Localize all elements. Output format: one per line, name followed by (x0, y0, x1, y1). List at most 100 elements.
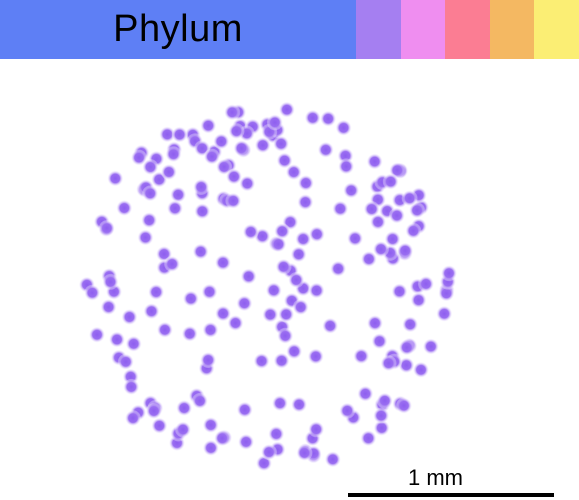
specimen-cell (296, 444, 313, 461)
specimen-cell (102, 273, 119, 290)
specimen-cell (175, 421, 191, 438)
swatch-yellow (534, 0, 579, 59)
specimen-cell (382, 173, 399, 190)
specimen-cell (308, 226, 325, 243)
specimen-cell (89, 326, 105, 343)
specimen-cell (297, 175, 314, 191)
specimen-cell (224, 104, 241, 121)
specimen-cell (194, 203, 211, 220)
specimen-cell (109, 331, 125, 348)
swatch-purple (356, 0, 401, 59)
specimen-cell (233, 140, 250, 157)
specimen-cell (202, 417, 219, 433)
specimen-cell (335, 119, 352, 136)
specimen-cell (338, 158, 355, 175)
specimen-cell (98, 220, 115, 237)
specimen-cell (308, 282, 325, 299)
specimen-cell (116, 200, 133, 216)
specimen-cell (373, 419, 390, 436)
specimen-cell (398, 339, 415, 356)
specimen-cell (200, 352, 217, 368)
specimen-cell (193, 179, 210, 195)
swatch-orange (489, 0, 535, 59)
specimen-cell (227, 315, 244, 331)
specimen-cell (117, 353, 134, 370)
specimen-cell (165, 146, 182, 163)
specimen-cell (330, 260, 347, 277)
specimen-cell (307, 348, 324, 365)
specimen-cell (391, 283, 408, 300)
specimen-cell (367, 315, 383, 332)
specimen-cell (438, 285, 455, 302)
specimen-cell (142, 185, 159, 202)
specimen-cell (405, 222, 422, 239)
specimen-cell (236, 295, 253, 312)
specimen-cell (148, 284, 165, 300)
specimen-cell (339, 402, 356, 419)
specimen-cell (125, 410, 141, 427)
specimen-cell (322, 317, 339, 334)
specimen-cell (216, 158, 233, 175)
specimen-cell (192, 243, 209, 260)
specimen-cell (181, 325, 198, 342)
specimen-cell (202, 321, 219, 338)
specimen-cell (308, 421, 325, 438)
specimen-cell (320, 110, 337, 127)
swatch-pink (400, 0, 446, 59)
specimen-cell (191, 392, 208, 409)
specimen-cell (262, 306, 279, 323)
specimen-cell (215, 254, 231, 271)
specimen-cell (266, 114, 283, 131)
specimen-cell (353, 348, 370, 365)
specimen-cell (410, 292, 427, 309)
specimen-cell (213, 133, 230, 150)
specimen-cell (373, 407, 390, 424)
specimen-cell (277, 327, 294, 344)
specimen-cell (290, 246, 307, 263)
specimen-cell (167, 200, 183, 217)
specimen-cell (398, 357, 415, 374)
specimen-cell (176, 400, 193, 416)
title: Phylum (113, 8, 243, 50)
scale-label: 1 mm (408, 465, 463, 490)
specimen-cell (371, 333, 388, 350)
specimen-cell (239, 175, 256, 192)
scale-bar (348, 493, 554, 497)
specimen-cell (242, 223, 259, 240)
specimen-cell (170, 186, 187, 203)
specimen-cell (276, 152, 293, 169)
specimen-cell (402, 316, 419, 333)
specimen-cell (397, 242, 414, 259)
specimen-cell (418, 275, 434, 292)
specimen-cell (226, 168, 242, 185)
title-block: Phylum (0, 0, 356, 59)
specimen-cell (376, 392, 393, 409)
specimen-cell (295, 231, 312, 247)
specimen-cell (363, 201, 380, 217)
specimen-cell (254, 137, 271, 154)
specimen-cell (275, 258, 292, 275)
specimen-cell (343, 182, 360, 199)
specimen-cell (265, 282, 282, 299)
specimen-cell (236, 401, 253, 418)
specimen-cell (347, 230, 364, 247)
specimen-cell (143, 303, 160, 320)
specimen-cell (145, 403, 162, 419)
specimen-cell (317, 141, 334, 158)
specimen-cell (304, 109, 321, 126)
specimen-cell (201, 283, 218, 300)
header-bar: Phylum (0, 0, 579, 59)
specimen-field (78, 101, 457, 472)
specimen-cell (159, 126, 176, 143)
specimen-cell (441, 265, 457, 282)
specimen-cell (123, 378, 140, 395)
color-swatches (356, 0, 579, 59)
specimen-cell (100, 299, 117, 315)
specimen-cell (268, 425, 285, 442)
specimen-cell (142, 159, 159, 175)
specimen-cell (360, 430, 377, 447)
specimen-cell (278, 101, 295, 118)
specimen-cell (274, 223, 291, 240)
specimen-cell (238, 433, 255, 450)
